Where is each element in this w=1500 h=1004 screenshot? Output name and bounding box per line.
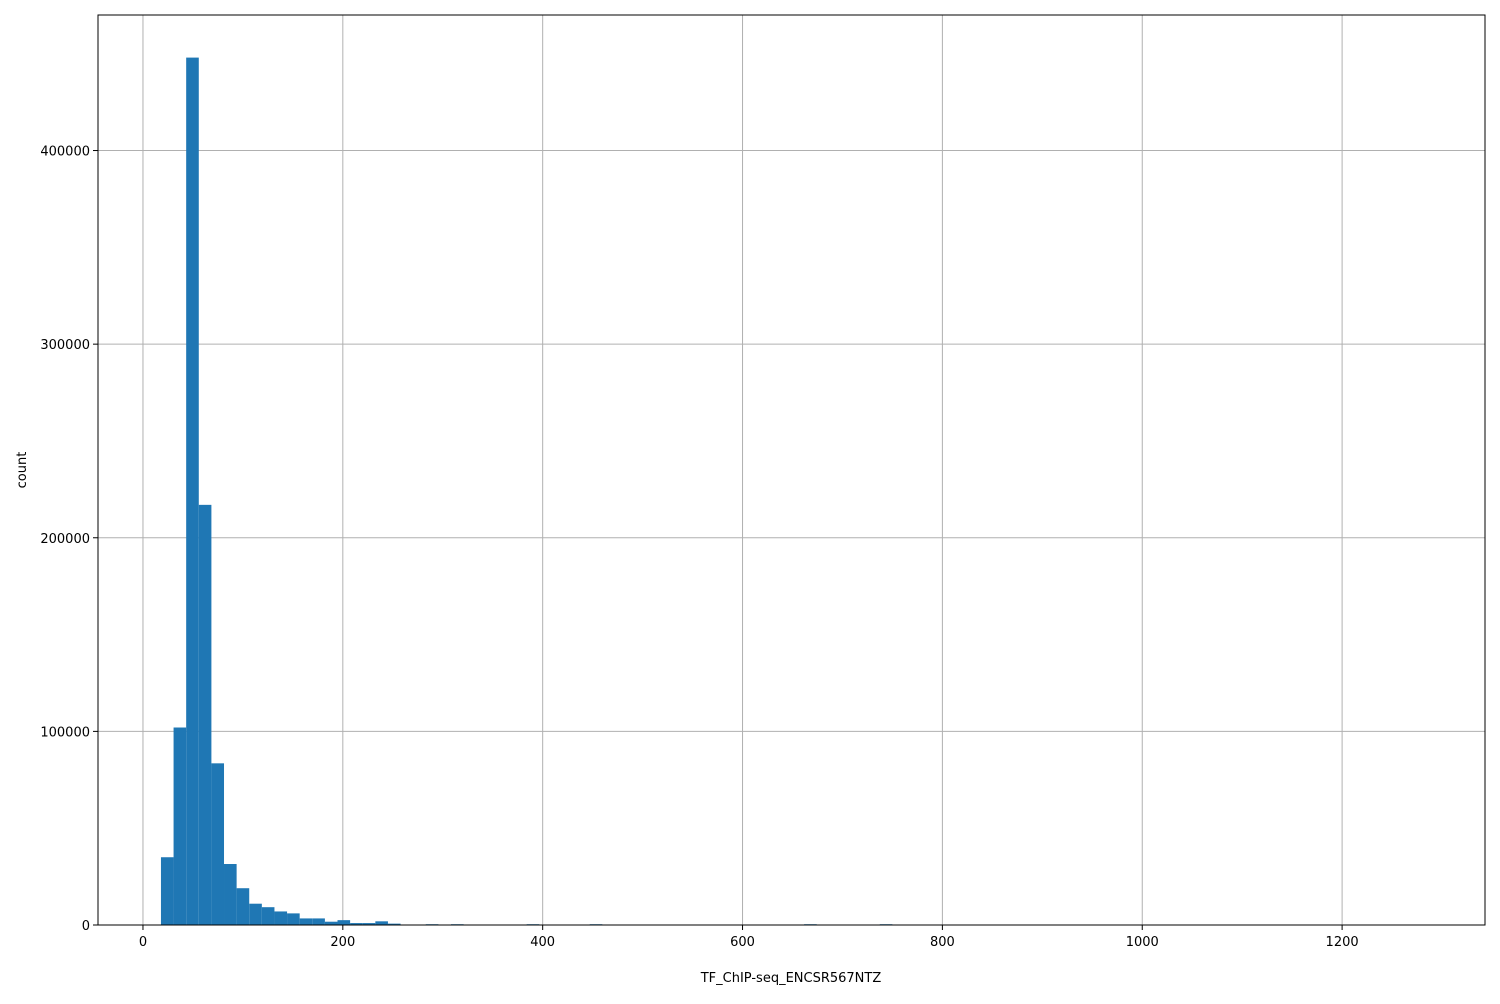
x-tick-label: 400	[530, 935, 555, 950]
histogram-bar	[186, 57, 199, 925]
histogram-bar	[274, 911, 288, 925]
histogram-bar	[160, 857, 174, 925]
histogram-bar	[236, 888, 250, 925]
histogram-bar	[350, 923, 363, 925]
histogram-bar	[337, 920, 351, 925]
y-axis-ticks: 0 100000 200000 300000 400000	[40, 145, 98, 934]
y-tick-label: 200000	[40, 532, 90, 547]
grid-lines	[98, 15, 1485, 926]
y-axis-label: count	[15, 452, 30, 489]
x-tick-label: 600	[730, 935, 755, 950]
histogram-bar	[324, 921, 338, 925]
y-tick-label: 300000	[40, 338, 90, 353]
histogram-bars	[160, 57, 893, 925]
histogram-bar	[299, 918, 313, 925]
x-tick-label: 0	[139, 935, 147, 950]
plot-frame	[97, 14, 1486, 926]
histogram-bar	[249, 903, 262, 925]
histogram-bar	[261, 907, 275, 925]
histogram-bar	[198, 504, 212, 925]
histogram-bar	[287, 913, 300, 925]
y-tick-label: 0	[82, 919, 90, 934]
histogram-bar	[312, 918, 325, 925]
histogram-bar	[211, 763, 225, 925]
x-tick-label: 1200	[1326, 935, 1359, 950]
y-tick-label: 100000	[40, 725, 90, 740]
x-axis-ticks: 0 200 400 600 800 1000 1200	[139, 925, 1359, 950]
y-tick-label: 400000	[40, 145, 90, 160]
histogram-bar	[173, 727, 187, 925]
x-tick-label: 200	[330, 935, 355, 950]
x-tick-label: 1000	[1126, 935, 1159, 950]
histogram-bar	[387, 923, 401, 925]
histogram-bar	[375, 921, 388, 925]
histogram-bar	[362, 923, 376, 925]
x-axis-label: TF_ChIP-seq_ENCSR567NTZ	[700, 971, 882, 986]
histogram-bar	[224, 864, 237, 925]
x-tick-label: 800	[930, 935, 955, 950]
